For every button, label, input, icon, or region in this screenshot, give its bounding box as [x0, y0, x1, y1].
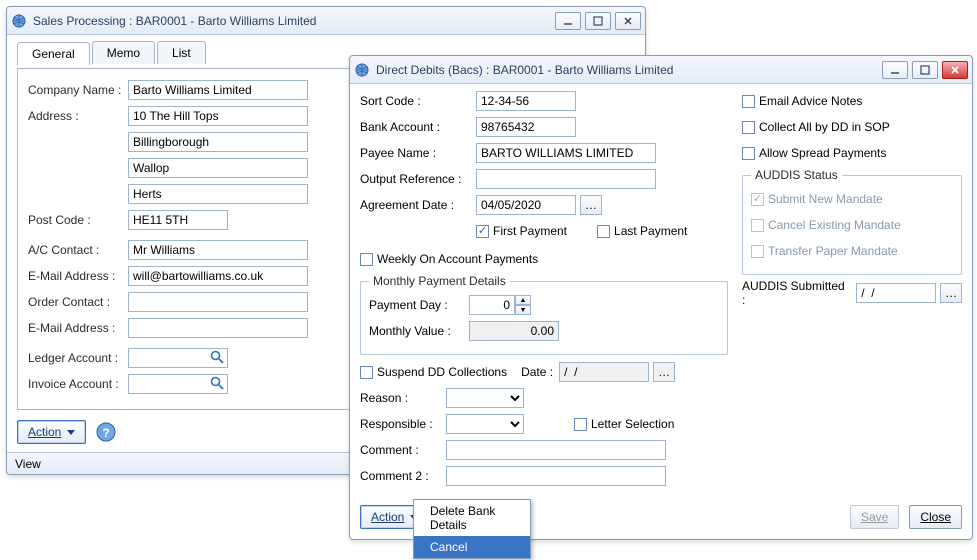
collect-all-checkbox[interactable]: Collect All by DD in SOP [742, 120, 890, 134]
payment-day-label: Payment Day : [369, 298, 469, 312]
tab-general[interactable]: General [17, 42, 90, 65]
submit-new-checkbox: Submit New Mandate [751, 192, 883, 206]
order-contact-label: Order Contact : [28, 295, 128, 309]
suspend-date-label: Date : [521, 365, 553, 379]
sort-code-input[interactable] [476, 91, 576, 111]
auddis-group: AUDDIS Status Submit New Mandate Cancel … [742, 168, 962, 275]
close-button[interactable] [615, 12, 641, 30]
auddis-submitted-label: AUDDIS Submitted : [742, 279, 850, 307]
reason-select[interactable] [446, 388, 524, 408]
ac-contact-input[interactable] [128, 240, 308, 260]
output-ref-label: Output Reference : [360, 172, 476, 186]
ac-contact-label: A/C Contact : [28, 243, 128, 257]
help-icon[interactable]: ? [96, 422, 116, 442]
letter-selection-checkbox[interactable]: Letter Selection [574, 417, 674, 431]
svg-text:?: ? [103, 426, 110, 440]
bank-account-input[interactable] [476, 117, 576, 137]
responsible-label: Responsible : [360, 417, 446, 431]
close-button[interactable]: Close [909, 505, 962, 529]
spin-down-icon[interactable]: ▼ [515, 305, 531, 315]
ledger-label: Ledger Account : [28, 351, 128, 365]
globe-icon [11, 13, 27, 29]
close-button[interactable] [942, 61, 968, 79]
action-button[interactable]: Action [17, 420, 86, 444]
date-picker-button[interactable]: … [653, 362, 675, 382]
date-picker-button[interactable]: … [940, 283, 962, 303]
first-payment-checkbox[interactable]: First Payment [476, 224, 567, 238]
save-button[interactable]: Save [850, 505, 899, 529]
reason-label: Reason : [360, 391, 446, 405]
company-name-input[interactable] [128, 80, 308, 100]
caret-down-icon [67, 430, 75, 435]
responsible-select[interactable] [446, 414, 524, 434]
monthly-group: Monthly Payment Details Payment Day : ▲▼… [360, 274, 728, 355]
monthly-value-input[interactable] [469, 321, 559, 341]
comment-input[interactable] [446, 440, 666, 460]
agreement-date-label: Agreement Date : [360, 198, 476, 212]
menu-delete-bank-details[interactable]: Delete Bank Details [414, 500, 530, 536]
email1-label: E-Mail Address : [28, 269, 128, 283]
minimize-button[interactable] [882, 61, 908, 79]
date-picker-button[interactable]: … [580, 195, 602, 215]
weekly-checkbox[interactable]: Weekly On Account Payments [360, 252, 538, 266]
auddis-submitted-input[interactable] [856, 283, 936, 303]
transfer-paper-checkbox: Transfer Paper Mandate [751, 244, 898, 258]
dd-titlebar[interactable]: Direct Debits (Bacs) : BAR0001 - Barto W… [350, 56, 972, 84]
last-payment-checkbox[interactable]: Last Payment [597, 224, 687, 238]
email-advice-checkbox[interactable]: Email Advice Notes [742, 94, 862, 108]
address4-input[interactable] [128, 184, 308, 204]
email1-input[interactable] [128, 266, 308, 286]
sort-code-label: Sort Code : [360, 94, 476, 108]
email2-input[interactable] [128, 318, 308, 338]
auddis-group-legend: AUDDIS Status [751, 168, 842, 182]
agreement-date-input[interactable] [476, 195, 576, 215]
address3-input[interactable] [128, 158, 308, 178]
payee-name-label: Payee Name : [360, 146, 476, 160]
payee-name-input[interactable] [476, 143, 656, 163]
dd-window: Direct Debits (Bacs) : BAR0001 - Barto W… [349, 55, 973, 540]
sales-title: Sales Processing : BAR0001 - Barto Willi… [33, 14, 316, 28]
dd-title: Direct Debits (Bacs) : BAR0001 - Barto W… [376, 63, 673, 77]
address1-input[interactable] [128, 106, 308, 126]
email2-label: E-Mail Address : [28, 321, 128, 335]
cancel-existing-checkbox: Cancel Existing Mandate [751, 218, 901, 232]
bank-account-label: Bank Account : [360, 120, 476, 134]
comment-label: Comment : [360, 443, 446, 457]
monthly-value-label: Monthly Value : [369, 324, 469, 338]
maximize-button[interactable] [585, 12, 611, 30]
comment2-label: Comment 2 : [360, 469, 446, 483]
sales-titlebar[interactable]: Sales Processing : BAR0001 - Barto Willi… [7, 7, 645, 35]
payment-day-spinner[interactable]: ▲▼ [469, 295, 531, 315]
comment2-input[interactable] [446, 466, 666, 486]
maximize-button[interactable] [912, 61, 938, 79]
postcode-input[interactable] [128, 210, 228, 230]
spin-up-icon[interactable]: ▲ [515, 295, 531, 305]
invoice-label: Invoice Account : [28, 377, 128, 391]
monthly-group-legend: Monthly Payment Details [369, 274, 510, 288]
suspend-date-input[interactable] [559, 362, 649, 382]
allow-spread-checkbox[interactable]: Allow Spread Payments [742, 146, 886, 160]
globe-icon [354, 62, 370, 78]
tab-memo[interactable]: Memo [92, 41, 155, 64]
dd-client: Sort Code : Bank Account : Payee Name : … [350, 84, 972, 499]
suspend-checkbox[interactable]: Suspend DD Collections [360, 365, 507, 379]
action-menu: Delete Bank Details Cancel [413, 499, 531, 559]
address2-input[interactable] [128, 132, 308, 152]
menu-cancel[interactable]: Cancel [414, 536, 530, 558]
status-view: View [15, 457, 41, 471]
tab-list[interactable]: List [157, 41, 206, 64]
company-name-label: Company Name : [28, 83, 128, 97]
minimize-button[interactable] [555, 12, 581, 30]
order-contact-input[interactable] [128, 292, 308, 312]
search-icon[interactable] [210, 376, 224, 390]
postcode-label: Post Code : [28, 213, 128, 227]
address-label: Address : [28, 109, 128, 123]
output-ref-input[interactable] [476, 169, 656, 189]
search-icon[interactable] [210, 350, 224, 364]
